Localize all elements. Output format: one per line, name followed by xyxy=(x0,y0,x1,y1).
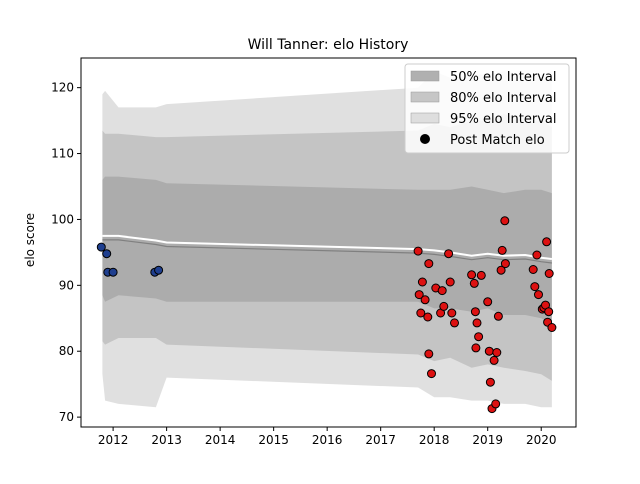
legend-label: 95% elo Interval xyxy=(450,112,557,127)
data-point xyxy=(444,249,454,259)
data-point xyxy=(427,369,436,379)
data-point xyxy=(544,307,554,317)
data-point xyxy=(491,399,501,409)
data-point xyxy=(450,318,459,328)
y-axis-label: elo score xyxy=(23,213,37,267)
x-tick-label: 2012 xyxy=(98,433,129,447)
x-tick-label: 2014 xyxy=(205,433,236,447)
data-point xyxy=(544,269,554,278)
legend: 50% elo Interval 80% elo Interval 95% elo … xyxy=(404,63,570,154)
data-point xyxy=(467,270,477,280)
data-point xyxy=(485,377,495,387)
data-point xyxy=(445,277,455,287)
mean-line-path xyxy=(102,239,552,264)
data-point xyxy=(437,286,447,296)
data-point xyxy=(493,311,503,321)
band-95 xyxy=(102,71,552,408)
y-tick-label: 80 xyxy=(59,344,74,358)
mean-line-halo xyxy=(102,234,553,260)
data-point xyxy=(96,242,106,252)
mean-line xyxy=(102,234,553,264)
data-point xyxy=(469,278,479,288)
data-point xyxy=(447,308,457,318)
data-point xyxy=(492,348,502,357)
x-tick-label: 2013 xyxy=(151,433,182,447)
data-point xyxy=(154,265,164,275)
y-tick-label: 90 xyxy=(59,278,74,292)
data-point xyxy=(530,282,540,292)
y-tick-label: 110 xyxy=(51,147,74,161)
data-point xyxy=(532,250,542,260)
data-point xyxy=(489,355,499,365)
y-tick-label: 120 xyxy=(51,81,74,95)
y-tick-label: 70 xyxy=(59,410,74,424)
data-point xyxy=(483,297,493,307)
legend-swatch xyxy=(410,70,440,82)
x-tick-label: 2020 xyxy=(526,433,557,447)
data-point xyxy=(500,216,510,226)
legend-swatch xyxy=(410,91,440,103)
legend-label: Post Match elo xyxy=(450,133,545,148)
data-point xyxy=(528,265,538,274)
data-point xyxy=(497,245,507,255)
data-point xyxy=(472,318,482,328)
data-point xyxy=(420,295,430,305)
legend-label: 80% elo Interval xyxy=(450,91,557,106)
data-point xyxy=(476,270,486,280)
data-point xyxy=(474,332,484,342)
axes: 2012 2013 2014 2015 2016 2017 2018 2019 2020 70 80… xyxy=(51,57,577,447)
data-point xyxy=(500,259,510,269)
data-point xyxy=(471,343,481,353)
data-point xyxy=(413,246,423,256)
post-match-points xyxy=(96,216,557,414)
data-point xyxy=(542,237,552,247)
legend-swatch xyxy=(410,112,440,124)
legend-box xyxy=(404,63,570,154)
y-tick-label: 100 xyxy=(51,212,74,226)
data-point xyxy=(423,312,433,322)
x-tick-label: 2016 xyxy=(312,433,343,447)
data-point xyxy=(102,249,112,259)
data-point xyxy=(534,290,543,300)
x-tick-label: 2017 xyxy=(365,433,396,447)
data-point xyxy=(439,301,449,311)
data-point xyxy=(547,323,557,332)
data-point xyxy=(424,259,434,269)
data-point xyxy=(496,265,506,275)
data-point xyxy=(417,277,427,287)
legend-label: 50% elo Interval xyxy=(450,70,557,85)
data-point xyxy=(414,290,424,300)
plot-frame xyxy=(80,57,577,428)
x-tick-label: 2015 xyxy=(258,433,289,447)
data-point xyxy=(424,349,434,359)
x-tick-label: 2018 xyxy=(419,433,450,447)
data-point xyxy=(470,307,480,317)
data-point xyxy=(484,346,494,356)
chart-title: Will Tanner: elo History xyxy=(248,37,409,53)
legend-marker xyxy=(420,134,430,144)
data-point xyxy=(108,267,118,277)
data-point xyxy=(416,308,426,318)
x-tick-label: 2019 xyxy=(472,433,503,447)
